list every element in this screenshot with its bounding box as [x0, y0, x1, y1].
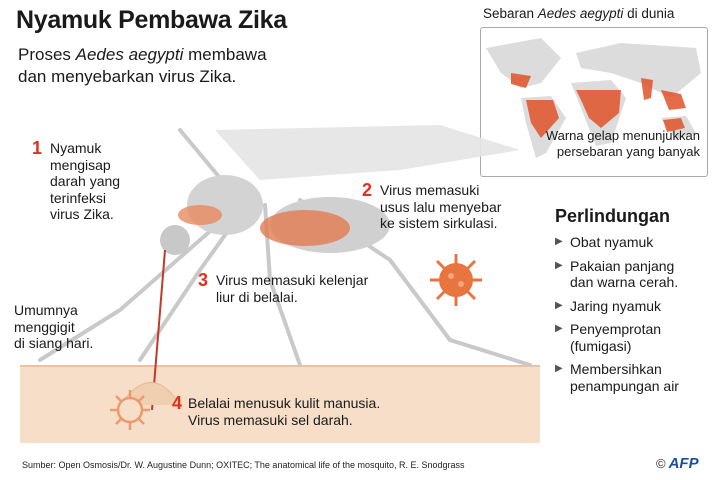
triangle-bullet-icon: ▶: [555, 299, 563, 311]
protection-item: ▶ Penyemprotan (fumigasi): [555, 321, 662, 354]
thorax: [187, 175, 263, 235]
head: [160, 225, 190, 255]
map-title: Sebaran Aedes aegypti di dunia: [483, 6, 675, 21]
page-title: Nyamuk Pembawa Zika: [16, 6, 287, 34]
virus-icon: [110, 390, 150, 430]
protection-item: ▶ Jaring nyamuk: [555, 297, 662, 314]
virus-icon: [430, 254, 482, 306]
human-skin: [20, 365, 540, 443]
protection-item: ▶ Membersihkan penampungan air: [555, 361, 679, 394]
triangle-bullet-icon: ▶: [555, 259, 563, 271]
bite-time-note: Umumnya menggigit di siang hari.: [14, 302, 94, 351]
world-map: [480, 27, 708, 177]
wing: [215, 125, 520, 180]
protection-item: ▶ Pakaian panjang dan warna cerah.: [555, 257, 679, 291]
protection-heading: Perlindungan: [555, 206, 671, 226]
map-note: Warna gelap menunjukkan persebaran yang b…: [545, 128, 700, 159]
triangle-bullet-icon: ▶: [555, 236, 563, 247]
protection-list: ▶ Obat nyamuk ▶ Pakaian panjang dan warna c…: [555, 234, 679, 401]
world-map-graphic: [486, 38, 701, 158]
triangle-bullet-icon: ▶: [555, 323, 563, 334]
protection-item: ▶ Obat nyamuk: [555, 234, 654, 250]
mosquito-illustration: [38, 125, 532, 411]
subtitle: Proses Aedes aegypti membawa dan menyeba…: [18, 45, 267, 86]
triangle-bullet-icon: ▶: [555, 363, 563, 374]
afp-logo: © AFP: [656, 455, 699, 472]
source-credit: Sumber: Open Osmosis/Dr. W. Augustine Du…: [22, 460, 465, 470]
